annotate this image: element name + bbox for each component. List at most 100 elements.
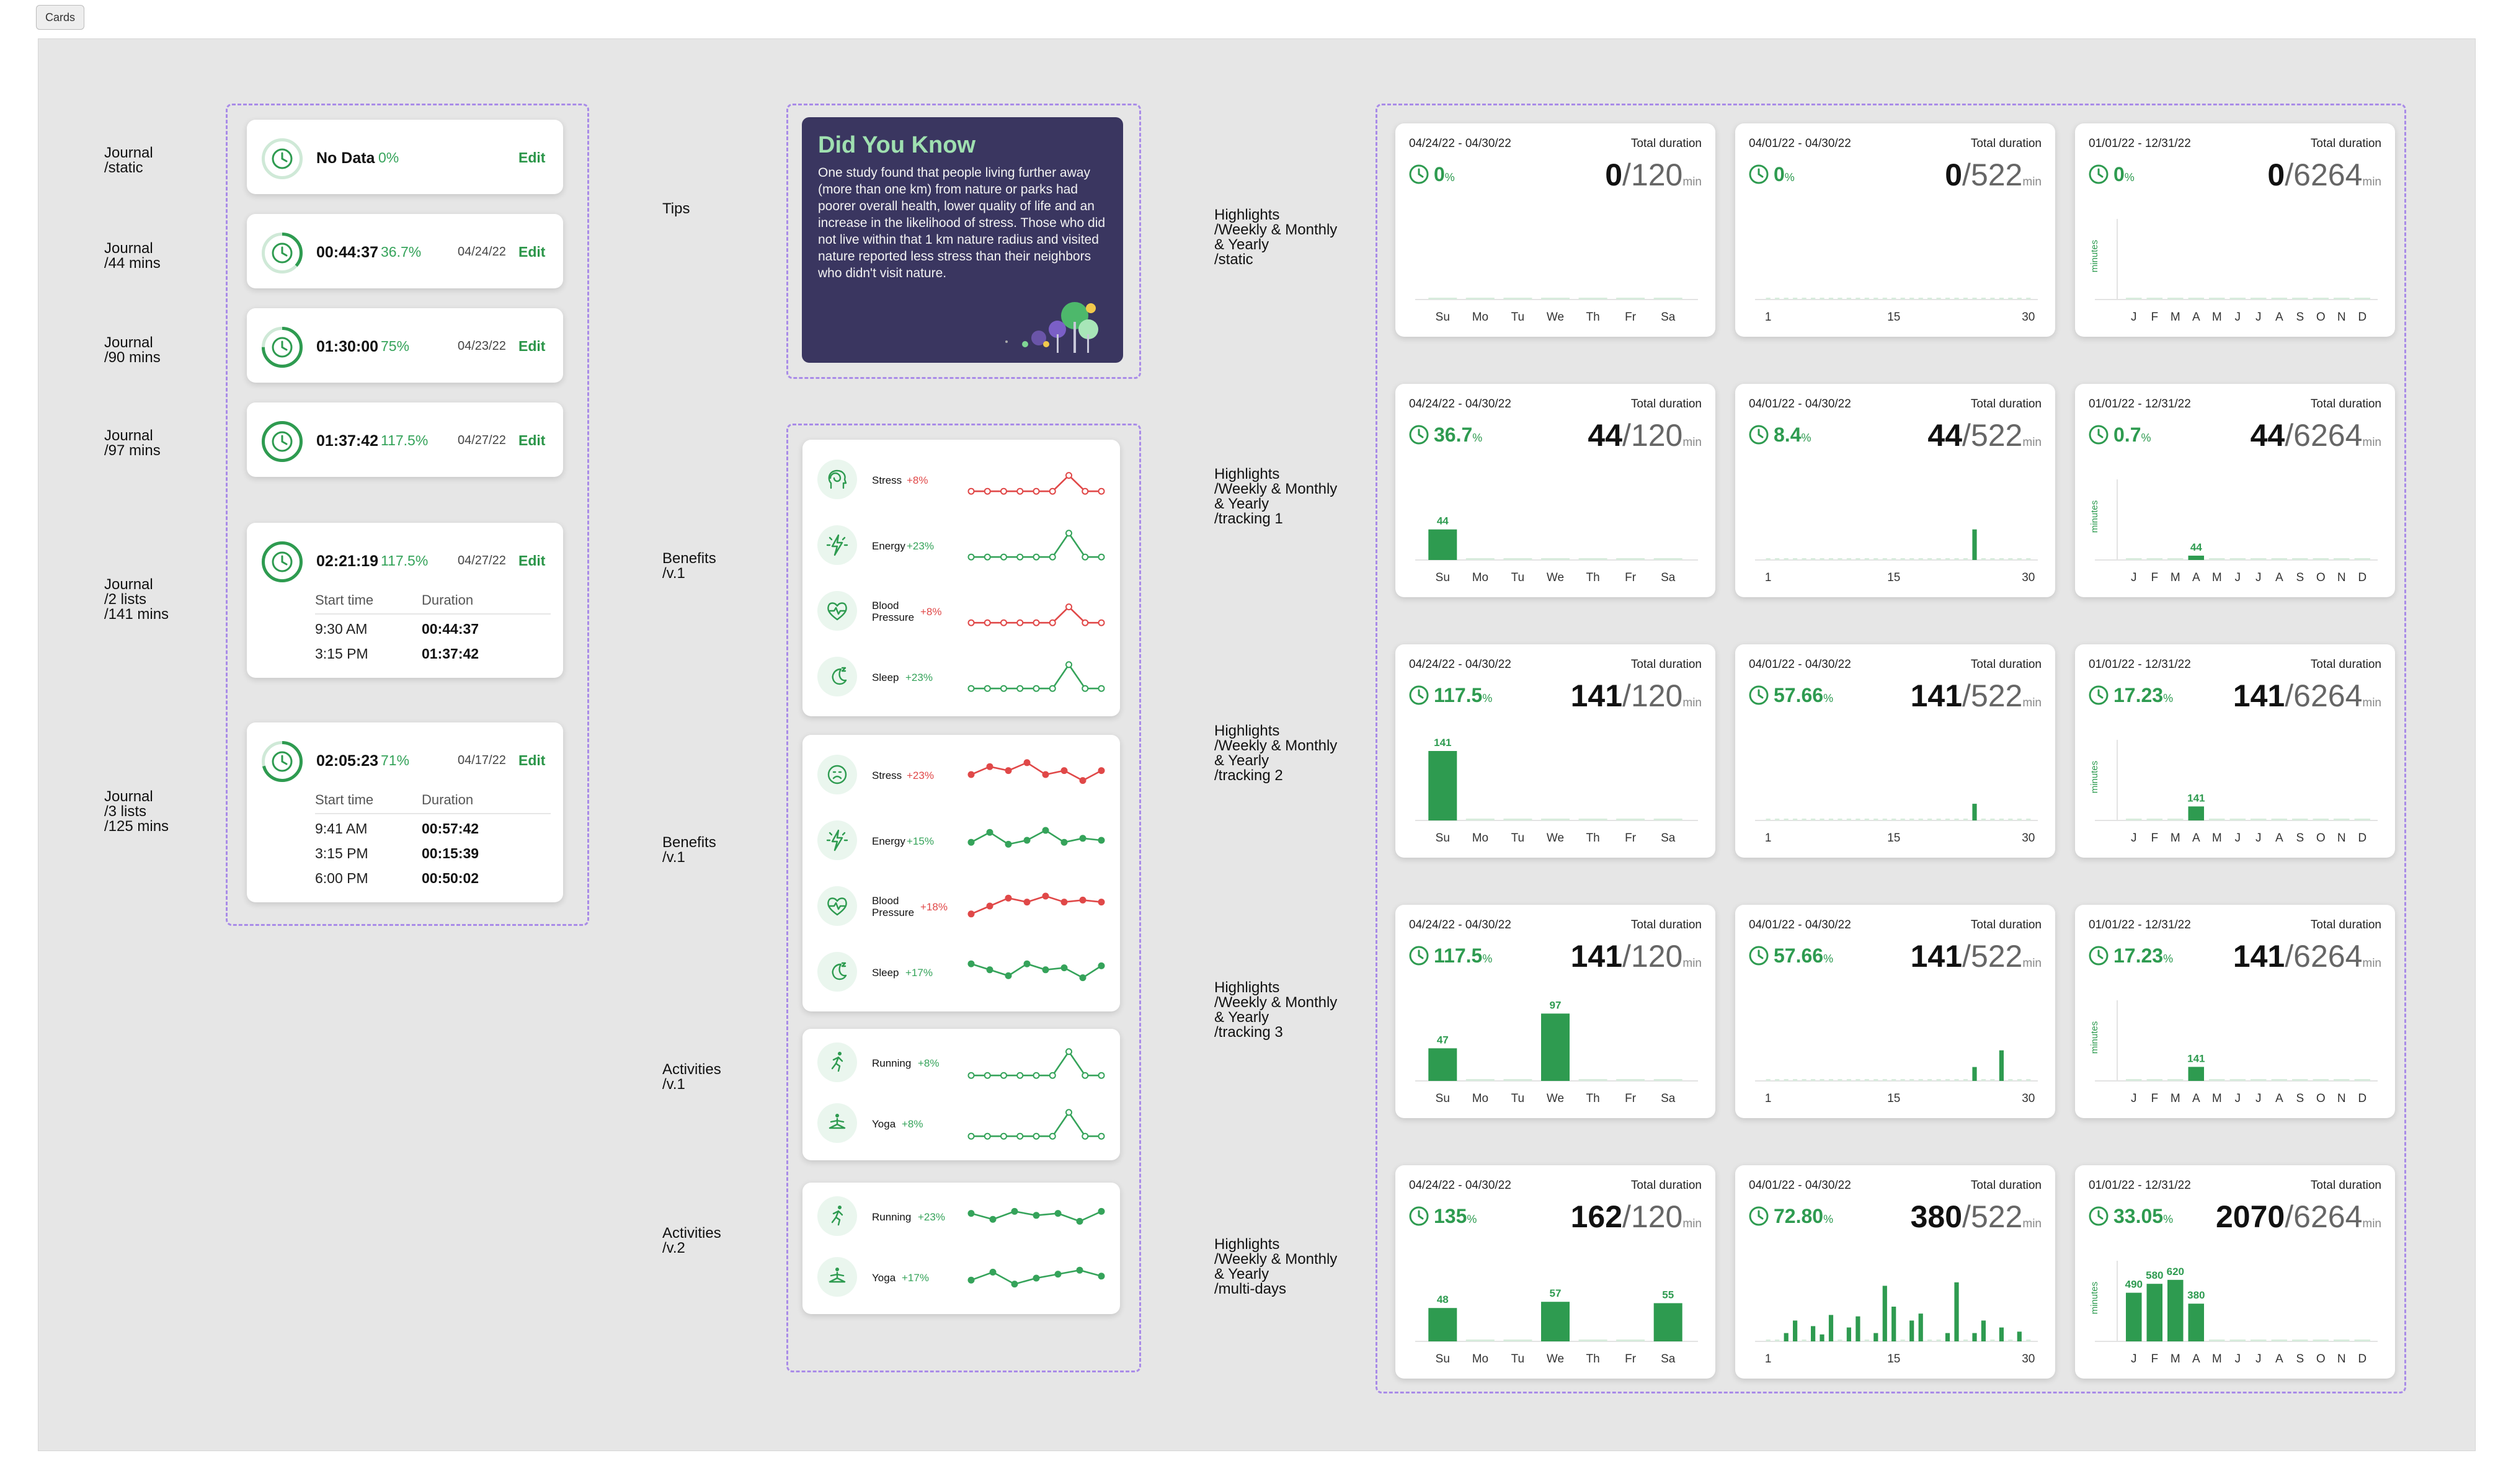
bar-chart: 1 15 30 [1755,1050,2038,1105]
heart-pulse-icon [817,591,857,631]
activity-row: Yoga +17% [802,1247,1120,1307]
chart-bar [1775,298,1780,300]
benefit-row: Blood Pressure +8% [802,580,1120,642]
percent-sign: % [2124,171,2135,184]
x-tick-label: Mo [1472,1092,1488,1105]
page-tab[interactable]: Cards [36,5,85,30]
total-duration-label: Total duration [2310,1179,2381,1192]
benefit-row: Sleep +17% [802,941,1120,1003]
journal-card[interactable]: 01:37:42 117.5% 04/27/22 Edit [247,402,563,477]
activities-card[interactable]: Running +8% Yoga +8% [802,1029,1120,1160]
x-tick-label: J [2131,571,2137,584]
chart-bar [1811,819,1816,820]
chart-bar [1838,1340,1842,1341]
x-tick-label: N [2337,832,2346,845]
x-tick-label: A [2275,1353,2283,1366]
highlight-card-yearly[interactable]: 01/01/22 - 12/31/22 Total duration 17.23% 1… [2075,905,2395,1118]
highlight-card-weekly[interactable]: 04/24/22 - 04/30/22 Total duration 135% 162… [1395,1165,1715,1379]
highlight-card-weekly[interactable]: 04/24/22 - 04/30/22 Total duration 0% 0/120… [1395,123,1715,337]
edit-button[interactable]: Edit [518,432,546,448]
x-tick-label: 30 [2022,311,2035,324]
tip-card[interactable]: Did You Know One study found that people… [802,117,1123,363]
chart-bar [1936,558,1941,560]
bar-value-label: 141 [2187,792,2205,804]
chart-bar [1972,298,1977,300]
chart-bar [2292,298,2308,300]
bar-value-label: 55 [1662,1289,1674,1300]
activity-row: Running +23% [802,1186,1120,1246]
progress-percent-value: 135 [1434,1205,1467,1227]
chart-bar [1954,819,1959,820]
x-tick-label: M [2171,311,2180,324]
edit-button[interactable]: Edit [518,149,546,166]
chart-bar [1838,1079,1842,1081]
benefit-name: Energy [872,540,905,552]
chart-bar [1873,558,1878,560]
y-axis-label: minutes [2089,240,2100,273]
chart-bar [2209,558,2225,560]
chart-bar [1653,1079,1682,1081]
journal-card[interactable]: 00:44:37 36.7% 04/24/22 Edit [247,214,563,288]
highlight-card-yearly[interactable]: 01/01/22 - 12/31/22 Total duration 0% 0/626… [2075,123,2395,337]
x-tick-label: M [2212,1092,2222,1105]
chart-bar [2209,298,2225,300]
highlight-card-monthly[interactable]: 04/01/22 - 04/30/22 Total duration 57.66% 1… [1735,644,2055,858]
highlight-card-yearly[interactable]: 01/01/22 - 12/31/22 Total duration 17.23% 1… [2075,644,2395,858]
edit-button[interactable]: Edit [518,553,546,569]
benefits-card[interactable]: Stress +23% Energy +15% Blood Pressure +18% Sl… [802,735,1120,1011]
journal-card[interactable]: 02:21:19 117.5% 04/27/22 Edit Start time Dura… [247,523,563,678]
unit-label: min [1682,696,1702,709]
bar-chart: 1 15 30 [1755,1282,2038,1366]
x-tick-label: Fr [1625,832,1637,845]
highlight-card-monthly[interactable]: 04/01/22 - 04/30/22 Total duration 57.66% 1… [1735,905,2055,1118]
total-separator: / [1962,418,1971,453]
total-value: 0 [1945,158,1963,192]
date-range: 04/01/22 - 04/30/22 [1749,658,1851,671]
chart-bar [1465,819,1495,820]
total-value: 141 [1570,939,1623,974]
chart-bar [2229,819,2246,820]
highlight-card-monthly[interactable]: 04/01/22 - 04/30/22 Total duration 0% 0/522… [1735,123,2055,337]
x-tick-label: Th [1586,1092,1600,1105]
x-tick-label: 15 [1887,1092,1900,1105]
edit-button[interactable]: Edit [518,244,546,260]
highlight-card-weekly[interactable]: 04/24/22 - 04/30/22 Total duration 117.5% 1… [1395,905,1715,1118]
x-tick-label: D [2358,311,2367,324]
x-tick-label: S [2296,1092,2304,1105]
highlight-card-yearly[interactable]: 01/01/22 - 12/31/22 Total duration 33.05% 2… [2075,1165,2395,1379]
x-tick-label: A [2192,311,2200,324]
highlight-card-yearly[interactable]: 01/01/22 - 12/31/22 Total duration 0.7% 44/… [2075,384,2395,597]
x-tick-label: S [2296,311,2304,324]
journal-date: 04/17/22 [458,753,506,767]
clock-icon [1409,946,1429,966]
highlight-card-monthly[interactable]: 04/01/22 - 04/30/22 Total duration 8.4% 44/… [1735,384,2055,597]
edit-button[interactable]: Edit [518,752,546,768]
yoga-icon [817,1103,857,1143]
chart-bar [2146,1284,2162,1341]
chart-bar [2126,298,2142,300]
chart-bar [2188,1304,2204,1341]
benefits-card[interactable]: Stress +8% Energy +23% Blood Pressure +8% Slee… [802,440,1120,716]
progress-percent-value: 17.23 [2113,944,2164,967]
highlight-card-weekly[interactable]: 04/24/22 - 04/30/22 Total duration 117.5% 1… [1395,644,1715,858]
x-tick-label: We [1547,311,1564,324]
chart-bar [1784,558,1789,560]
edit-button[interactable]: Edit [518,338,546,354]
total-value: 44 [1927,418,1963,453]
chart-bar [1811,558,1816,560]
x-tick-label: 30 [2022,1353,2035,1366]
highlight-card-weekly[interactable]: 04/24/22 - 04/30/22 Total duration 36.7% 44… [1395,384,1715,597]
journal-card[interactable]: 02:05:23 71% 04/17/22 Edit Start time Duratio… [247,722,563,902]
total-readout: 141/6264min [2233,938,2381,974]
heart-pulse-icon [817,886,857,926]
highlight-card-monthly[interactable]: 04/01/22 - 04/30/22 Total duration 72.80% 3… [1735,1165,2055,1379]
total-separator: / [1622,678,1631,713]
activities-card[interactable]: Running +23% Yoga +17% [802,1183,1120,1314]
chart-bar [1820,1079,1824,1081]
journal-card[interactable]: No Data 0% Edit [247,120,563,194]
chart-bar [2271,558,2287,560]
journal-card[interactable]: 01:30:00 75% 04/23/22 Edit [247,308,563,383]
chart-bar [1828,1079,1834,1081]
unit-label: min [2022,1217,2042,1230]
benefit-change: +23% [907,540,934,552]
